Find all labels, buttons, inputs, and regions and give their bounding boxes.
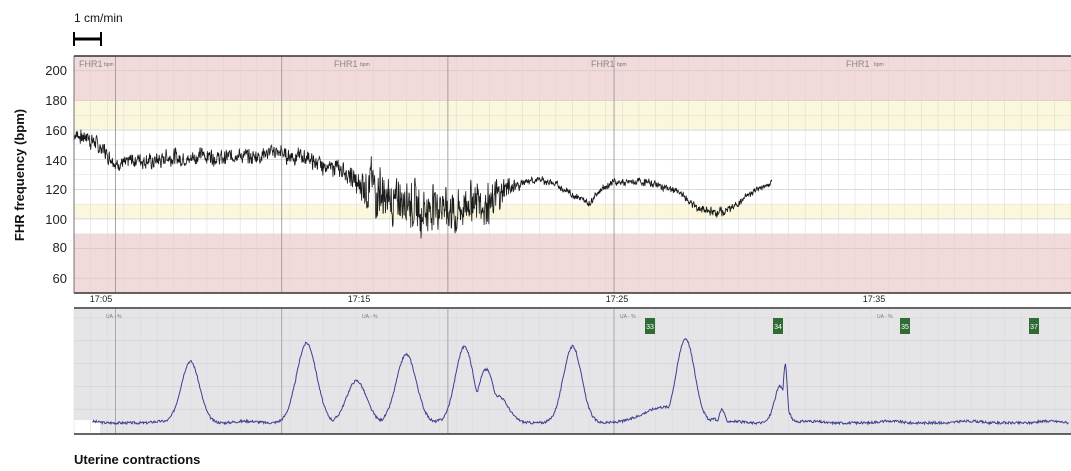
scale-bar-label: 1 cm/min [74,11,123,25]
contraction-marker-box [773,318,783,334]
contraction-marker: 37 [1029,318,1039,334]
fhr-unit-label: bpm [104,62,114,68]
fhr-channel-label: FHR1 [334,59,358,69]
contraction-marker-box [1029,318,1039,334]
fhr-y-axis-label: FHR frequency (bpm) [12,109,27,241]
fhr-y-tick: 100 [45,212,67,227]
contraction-marker-number: 33 [646,324,654,331]
ua-channel-label: UA - % [877,314,893,320]
contraction-marker-number: 34 [774,324,782,331]
fhr-y-tick: 200 [45,63,67,78]
fhr-channel-label: FHR1 [591,59,615,69]
contraction-marker: 33 [645,318,655,334]
ua-panel: UA - % UA - % UA - % UA - % 33 34 35 37 [73,309,1071,435]
ua-corner-gap [74,420,100,434]
ua-channel-label: UA - % [106,314,122,320]
fhr-unit-label: bpm [617,62,627,68]
fhr-y-tick: 80 [53,240,67,255]
ua-channel-labels: UA - % UA - % UA - % UA - % [106,314,893,320]
ua-trace-line [92,337,1069,426]
contraction-marker-number: 35 [901,324,909,331]
x-tick-label: 17:15 [348,294,371,304]
contraction-marker: 34 [773,318,783,334]
ua-channel-label: UA - % [620,314,636,320]
fhr-channel-labels: FHR1 bpm FHR1 bpm FHR1 bpm FHR1 bpm [79,59,884,69]
contraction-marker-number: 37 [1030,324,1038,331]
fhr-y-ticks: 60 80 100 120 140 160 180 200 [45,63,67,286]
ua-channel-label: UA - % [362,314,378,320]
fhr-y-tick: 60 [53,271,67,286]
x-tick-label: 17:25 [606,294,629,304]
fhr-trace-line [73,129,773,239]
contraction-marker: 35 [900,318,910,334]
fhr-channel-label: FHR1 [846,59,870,69]
time-strip: 17:05 17:15 17:25 17:35 [74,294,1071,309]
x-tick-label: 17:35 [863,294,886,304]
contraction-marker-box [645,318,655,334]
scale-bar: 1 cm/min [73,11,123,46]
fhr-panel: FHR frequency (bpm) 60 80 100 120 140 16… [12,55,1071,294]
x-tick-label: 17:05 [90,294,113,304]
ua-section-label: Uterine contractions [74,452,200,467]
fhr-unit-label: bpm [360,62,370,68]
contraction-markers: 33 34 35 37 [645,318,1039,334]
fhr-y-tick: 160 [45,123,67,138]
fhr-y-tick: 180 [45,93,67,108]
fhr-channel-label: FHR1 [79,59,103,69]
fhr-y-tick: 140 [45,153,67,168]
fhr-unit-label: bpm [874,62,884,68]
contraction-marker-box [900,318,910,334]
ua-grid [73,309,1071,434]
fhr-y-tick: 120 [45,182,67,197]
fhr-grid [73,56,1071,293]
